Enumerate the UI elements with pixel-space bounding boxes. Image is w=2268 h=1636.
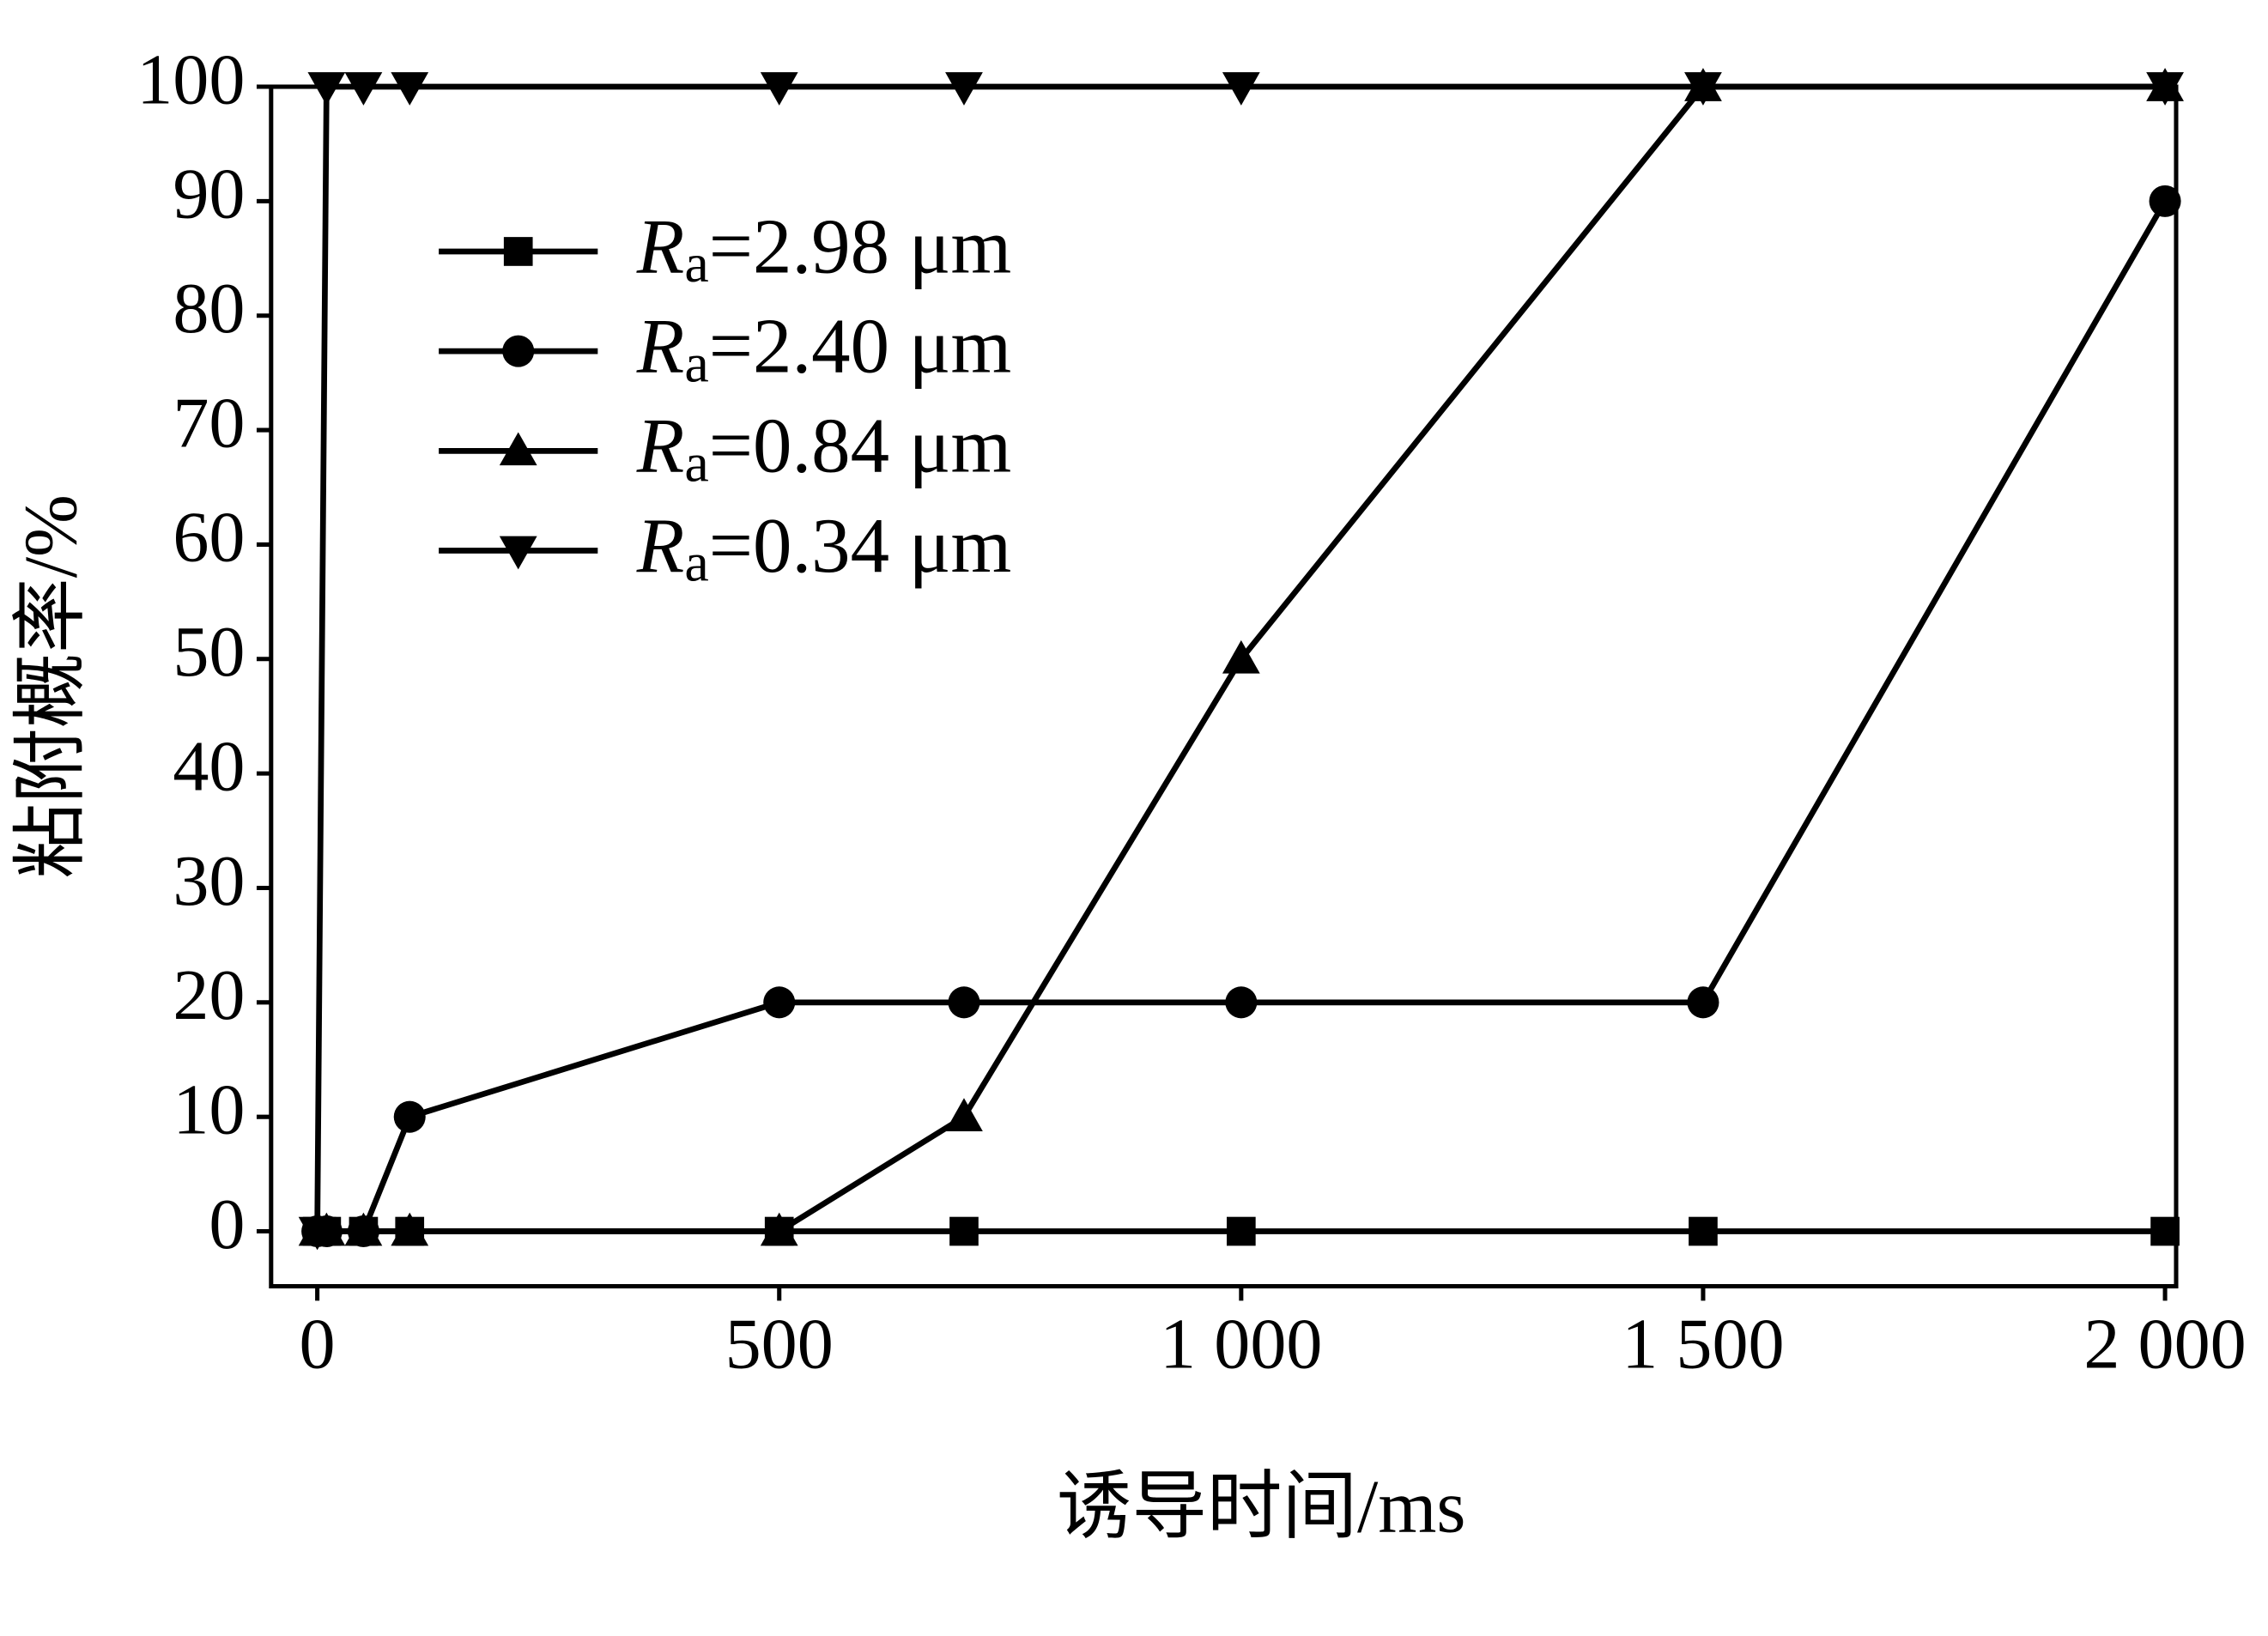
series-line [317,199,2168,1234]
marker [499,536,537,570]
marker [344,1212,383,1246]
y-tick-label: 80 [173,269,245,348]
y-tick-label: 30 [173,841,245,921]
x-tick-label: 500 [725,1305,834,1385]
marker [499,432,537,466]
y-tick-label: 20 [173,955,245,1035]
marker [2150,1216,2180,1246]
marker [393,1100,426,1133]
y-tick-label: 40 [173,726,245,806]
marker [1227,1216,1256,1246]
x-tick-label: 1 000 [1160,1305,1322,1385]
y-tick-label: 50 [173,612,245,692]
x-axis-label: 诱导时间/ms [1057,1465,1466,1548]
x-tick-label: 1 500 [1622,1305,1784,1385]
marker [945,1098,983,1132]
marker [949,1216,979,1246]
y-tick-label: 10 [173,1069,245,1149]
marker [1687,986,1719,1019]
y-tick-label: 0 [209,1185,245,1264]
marker [391,72,429,106]
marker [760,72,798,106]
marker [1222,72,1260,106]
y-tick-label: 70 [173,383,245,463]
marker [2149,185,2181,217]
legend-label: Ra=2.40 μm [636,302,1011,393]
y-tick-label: 60 [173,498,245,578]
marker [2146,72,2184,106]
marker [945,72,983,106]
marker [1225,986,1258,1019]
marker [502,335,535,367]
marker [298,1216,337,1251]
x-tick-label: 2 000 [2083,1305,2246,1385]
marker [763,986,796,1019]
marker [948,986,980,1019]
marker [503,237,533,266]
y-tick-label: 90 [173,155,245,234]
marker [391,1212,429,1246]
marker [344,72,383,106]
x-tick-label: 0 [300,1305,336,1385]
y-axis-label: 粘附概率/% [9,494,92,878]
marker [307,72,346,106]
marker [1684,72,1722,106]
marker [1222,639,1260,674]
marker [1689,1216,1718,1246]
legend-label: Ra=0.34 μm [636,502,1011,593]
legend-label: Ra=2.98 μm [636,203,1011,294]
y-tick-label: 100 [136,39,245,119]
legend-label: Ra=0.84 μm [636,403,1011,494]
marker [760,1212,798,1246]
